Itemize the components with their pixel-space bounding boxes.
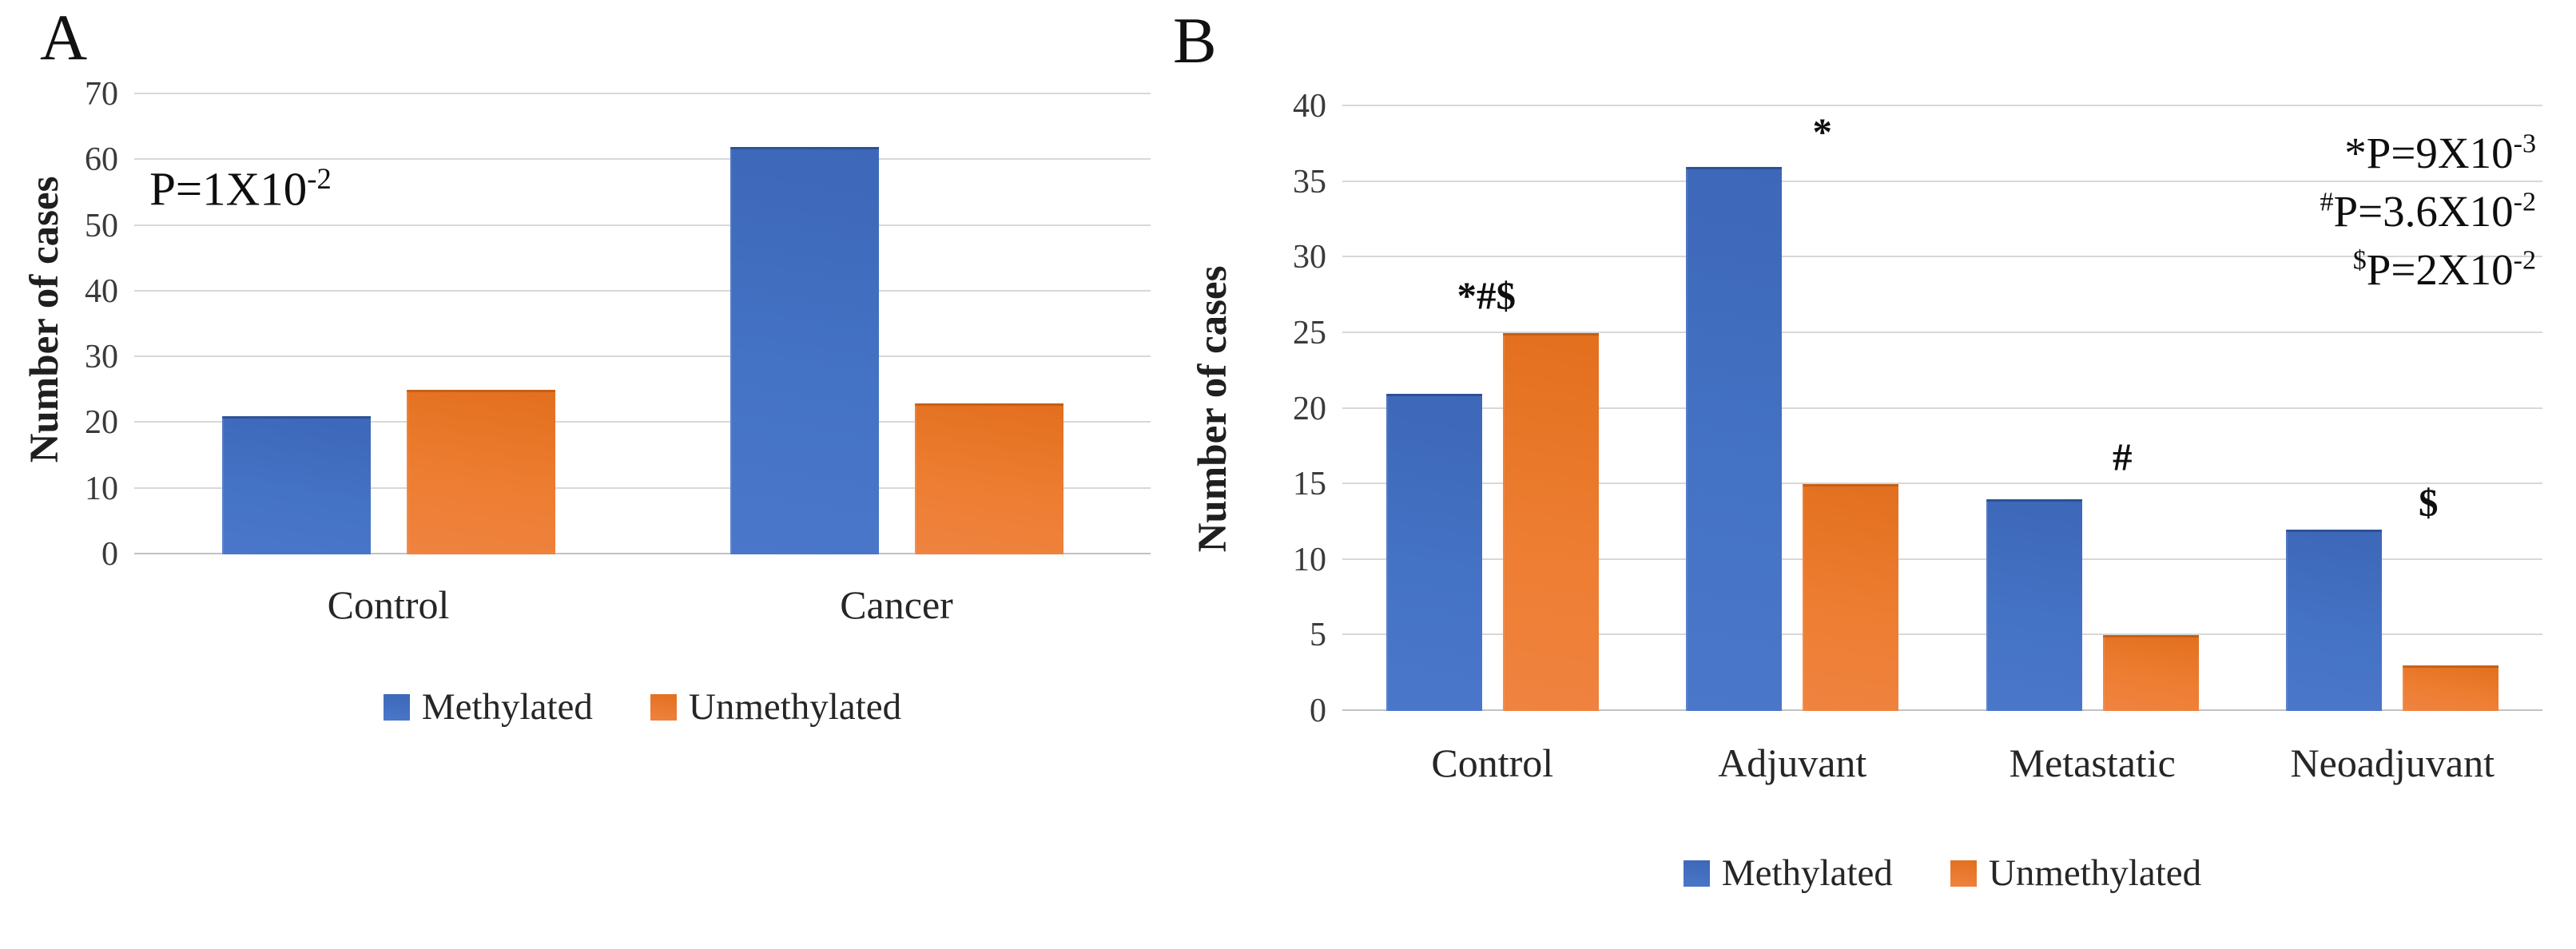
bar-groups: *#$ * # $ (1342, 106, 2542, 711)
y-axis-title-b: Number of cases (1191, 265, 1235, 553)
p-value-line: $P=2X10-2 (2352, 245, 2536, 295)
bar-groups (134, 94, 1151, 554)
legend-a: Methylated Unmethylated (134, 685, 1151, 729)
plot-area-b: 0 5 10 15 20 25 30 35 40 *#$ * # $ *P=9X10-3 #P=3.6X10… (1293, 89, 2542, 728)
panel-b-letter: B (1173, 4, 1217, 77)
gridline (1342, 633, 2542, 636)
legend-label: Unmethylated (1988, 852, 2202, 894)
y-tick-label: 5 (1310, 617, 1326, 654)
y-tick-label: 20 (85, 404, 118, 442)
significance-marker: # (2113, 435, 2133, 479)
legend-item-unmethylated: Unmethylated (1950, 852, 2201, 895)
p-value-annotations: *P=9X10-3 #P=3.6X10-2 $P=2X10-2 (2320, 124, 2536, 299)
gridline (1342, 709, 2542, 711)
legend-swatch-methylated (383, 693, 410, 721)
significance-marker: *#$ (1457, 273, 1516, 318)
legend-swatch-methylated (1683, 860, 1710, 887)
bar-methylated-neoadjuvant (2286, 529, 2383, 711)
y-tick-label: 70 (85, 76, 118, 113)
bar-group-metastatic: # (1942, 106, 2243, 711)
plot-area-a: 0 10 20 30 40 50 60 70 P=1X10-2 (85, 77, 1151, 571)
p-value-line: #P=3.6X10-2 (2320, 187, 2536, 236)
bar-methylated-adjuvant (1686, 166, 1783, 711)
gridline (134, 93, 1151, 94)
legend-label: Unmethylated (688, 686, 902, 728)
legend-item-methylated: Methylated (383, 685, 593, 729)
y-tick-label: 40 (85, 272, 118, 310)
gridline (134, 421, 1151, 423)
x-category-label-cancer: Cancer (840, 582, 953, 627)
y-tick-label: 40 (1293, 88, 1326, 125)
bar-group-control (134, 94, 642, 554)
legend-swatch-unmethylated (1950, 860, 1977, 887)
bar-unmethylated-cancer (914, 403, 1063, 554)
gridline (1342, 105, 2542, 106)
legend-item-methylated: Methylated (1683, 852, 1893, 895)
panel-a-letter: A (40, 1, 88, 73)
y-tick-label: 0 (1310, 693, 1326, 729)
gridline (134, 553, 1151, 554)
p-value-line: *P=9X10-3 (2344, 129, 2536, 177)
bar-unmethylated-neoadjuvant (2403, 665, 2499, 711)
y-tick-label: 30 (1293, 239, 1326, 276)
y-tick-label: 10 (85, 470, 118, 507)
y-tick-label: 60 (85, 141, 118, 179)
gridline (1342, 331, 2542, 333)
y-axis-title-a: Number of cases (22, 176, 67, 463)
y-tick-label: 50 (85, 207, 118, 244)
x-axis-labels-a: Control Cancer (134, 583, 1151, 627)
gridline (134, 289, 1151, 292)
gridline (1342, 256, 2542, 258)
bar-group-cancer (642, 94, 1151, 554)
p-value-annotation: P=1X10-2 (149, 162, 332, 216)
bar-unmethylated-control (406, 390, 555, 554)
panel-b: B Number of cases 0 5 10 15 20 25 30 35 40 *#$ * # $… (1159, 0, 2576, 949)
y-tick-label: 20 (1293, 390, 1326, 427)
bar-group-neoadjuvant: $ (2243, 106, 2543, 711)
bar-methylated-control (1385, 393, 1482, 711)
gridline (1342, 558, 2542, 560)
gridline (134, 158, 1151, 161)
x-category-label-neoadjuvant: Neoadjuvant (2290, 741, 2495, 785)
panel-a: A Number of cases 0 10 20 30 40 50 60 70 P=1X10-… (0, 0, 1199, 949)
legend-item-unmethylated: Unmethylated (650, 685, 901, 729)
gridline (134, 224, 1151, 226)
legend-label: Methylated (421, 686, 593, 728)
x-category-label-metastatic: Metastatic (2009, 741, 2176, 785)
legend-b: Methylated Unmethylated (1342, 852, 2542, 895)
gridline (134, 355, 1151, 358)
y-tick-label: 15 (1293, 466, 1326, 503)
y-tick-label: 30 (85, 339, 118, 376)
x-category-label-control: Control (1431, 741, 1554, 785)
significance-marker: $ (2419, 480, 2439, 525)
legend-label: Methylated (1721, 852, 1893, 894)
bar-methylated-metastatic (1986, 499, 2082, 711)
bar-unmethylated-adjuvant (1803, 484, 1899, 711)
y-tick-label: 25 (1293, 314, 1326, 351)
gridline (1342, 180, 2542, 182)
bar-group-control: *#$ (1342, 106, 1643, 711)
bar-group-adjuvant: * (1643, 106, 1943, 711)
x-category-label-control: Control (327, 582, 450, 627)
gridline (134, 486, 1151, 489)
significance-marker: * (1812, 109, 1833, 154)
x-category-label-adjuvant: Adjuvant (1718, 741, 1867, 785)
legend-swatch-unmethylated (650, 693, 677, 721)
bar-unmethylated-control (1502, 332, 1599, 711)
bar-methylated-cancer (729, 146, 879, 554)
y-tick-label: 35 (1293, 163, 1326, 201)
gridline (1342, 482, 2542, 485)
gridline (1342, 407, 2542, 409)
x-axis-labels-b: Control Adjuvant Metastatic Neoadjuvant (1342, 741, 2542, 785)
y-tick-label: 10 (1293, 541, 1326, 578)
bar-methylated-control (221, 416, 371, 554)
y-tick-label: 0 (101, 536, 118, 573)
bar-unmethylated-metastatic (2102, 635, 2199, 711)
